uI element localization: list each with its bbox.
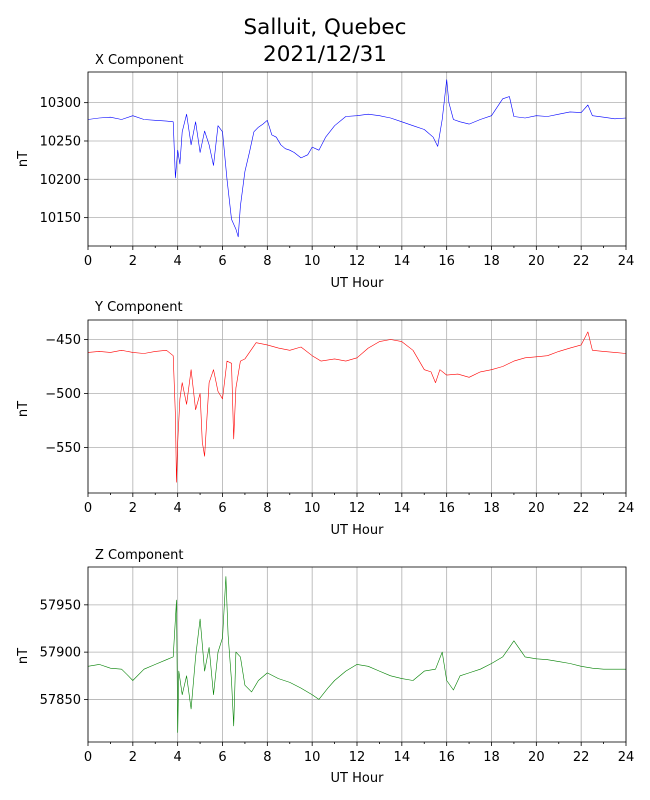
x-component-xtick-label: 2 — [129, 254, 137, 269]
z-component-xtick-label: 10 — [304, 750, 321, 765]
x-component-xtick-label: 0 — [84, 254, 92, 269]
x-component-xlabel: UT Hour — [331, 276, 385, 291]
x-component-xtick-label: 8 — [263, 254, 271, 269]
y-component-xtick-label: 22 — [573, 501, 590, 516]
x-component-xtick-label: 16 — [438, 254, 455, 269]
x-component-xtick-label: 24 — [618, 254, 635, 269]
x-component-ytick-label: 10250 — [40, 134, 81, 149]
z-component-xtick-label: 12 — [349, 750, 366, 765]
z-component-ytick-label: 57850 — [40, 693, 81, 708]
z-component-xtick-label: 24 — [618, 750, 635, 765]
y-component-xlabel: UT Hour — [331, 523, 385, 538]
x-component-xtick-label: 18 — [483, 254, 500, 269]
z-component-xtick-label: 16 — [438, 750, 455, 765]
y-component-ytick-label: −550 — [45, 441, 81, 456]
x-component-xtick-label: 10 — [304, 254, 321, 269]
z-component-title: Z Component — [95, 548, 184, 563]
z-component-xtick-label: 2 — [129, 750, 137, 765]
z-component-xtick-label: 14 — [394, 750, 411, 765]
x-component-xtick-label: 20 — [528, 254, 545, 269]
z-component-axes-frame — [87, 566, 627, 743]
x-component-series-line — [87, 79, 627, 238]
x-component-xtick-label: 22 — [573, 254, 590, 269]
z-component-series-line — [87, 576, 626, 733]
y-component-xtick-label: 8 — [263, 501, 271, 516]
y-component-xtick-label: 2 — [129, 501, 137, 516]
z-component-xtick-label: 6 — [218, 750, 226, 765]
y-component-xtick-label: 0 — [84, 501, 92, 516]
z-component-xtick-label: 0 — [84, 750, 92, 765]
z-component-xtick-label: 20 — [528, 750, 545, 765]
y-component-xtick-label: 16 — [438, 501, 455, 516]
y-component-xtick-label: 24 — [618, 501, 635, 516]
x-component-xtick-label: 4 — [174, 254, 182, 269]
x-component-title: X Component — [95, 53, 184, 68]
y-component-xtick-label: 4 — [174, 501, 182, 516]
y-component-ytick-label: −450 — [45, 333, 81, 348]
z-component-ylabel: nT — [16, 648, 31, 664]
z-component-ytick-label: 57900 — [40, 646, 81, 661]
x-component-ylabel: nT — [16, 151, 31, 167]
y-component-xtick-label: 18 — [483, 501, 500, 516]
z-component-ytick-label: 57950 — [40, 598, 81, 613]
y-component-xtick-label: 6 — [218, 501, 226, 516]
y-component-xtick-label: 12 — [349, 501, 366, 516]
y-component-ylabel: nT — [16, 401, 31, 417]
z-component-xtick-label: 4 — [174, 750, 182, 765]
z-component-xtick-label: 22 — [573, 750, 590, 765]
x-component-xtick-label: 12 — [349, 254, 366, 269]
y-component-title: Y Component — [94, 300, 183, 315]
figure-title-line1: Salluit, Quebec — [244, 15, 407, 40]
figure-title-line2: 2021/12/31 — [263, 42, 387, 67]
x-component-xtick-label: 14 — [394, 254, 411, 269]
z-component-xtick-label: 18 — [483, 750, 500, 765]
z-component-panel: Z Component UT Hour nT 0 2 4 6 8 10 12 14 16 18 20… — [16, 548, 634, 786]
x-component-ytick-label: 10200 — [40, 173, 81, 188]
x-component-ytick-label: 10300 — [40, 96, 81, 111]
y-component-xtick-label: 20 — [528, 501, 545, 516]
x-component-ytick-label: 10150 — [40, 211, 81, 226]
y-component-xtick-label: 10 — [304, 501, 321, 516]
y-component-panel: Y Component UT Hour nT 0 2 4 6 8 10 12 14 16 18 20… — [16, 300, 634, 538]
z-component-xtick-label: 8 — [263, 750, 271, 765]
y-component-series-line — [87, 331, 627, 483]
x-component-axes-frame — [87, 71, 627, 247]
y-component-xtick-label: 14 — [394, 501, 411, 516]
y-component-axes-frame — [87, 319, 627, 494]
z-component-xlabel: UT Hour — [331, 771, 385, 786]
y-component-ytick-label: −500 — [45, 387, 81, 402]
x-component-xtick-label: 6 — [218, 254, 226, 269]
x-component-panel: X Component UT Hour nT 0 2 4 6 8 10 12 14 16 18 20… — [16, 53, 634, 291]
